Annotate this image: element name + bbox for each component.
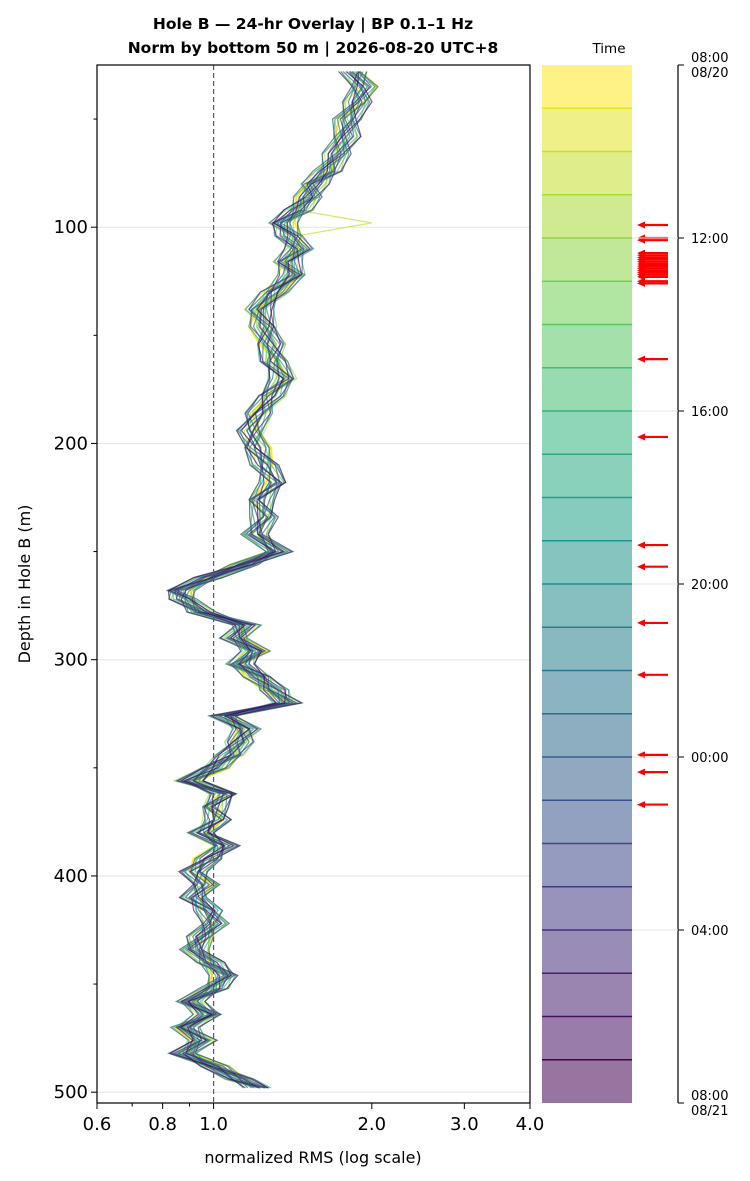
time-tick-label-line: 12:00	[691, 232, 728, 247]
time-tick-label: 08:00 08/21	[691, 1089, 728, 1119]
series-trace	[168, 71, 373, 1089]
colorbar-bin	[542, 713, 632, 757]
time-tick-label: 20:00	[691, 578, 728, 593]
x-axis-label: normalized RMS (log scale)	[204, 1148, 421, 1167]
colorbar-bin	[542, 281, 632, 325]
y-tick-label: 100	[54, 217, 88, 238]
x-tick-label: 3.0	[450, 1114, 479, 1135]
x-tick-label: 1.0	[199, 1114, 228, 1135]
grid-lines	[97, 226, 530, 1093]
colorbar-bin	[542, 151, 632, 195]
chart-title-line-2: Norm by bottom 50 m | 2026-08-20 UTC+8	[128, 39, 499, 58]
series-trace	[178, 71, 373, 1089]
event-arrow-head	[637, 541, 645, 549]
colorbar-bin	[542, 757, 632, 801]
plot-frame	[96, 64, 531, 1104]
colorbar-bin	[542, 973, 632, 1017]
x-tick-label: 2.0	[357, 1114, 386, 1135]
x-tick-label: 0.8	[148, 1114, 177, 1135]
colorbar-bin	[542, 930, 632, 974]
event-arrow-head	[637, 221, 645, 229]
event-arrow-head	[637, 671, 645, 679]
time-tick-label-line: 08/20	[691, 66, 728, 81]
colorbar-bin	[542, 454, 632, 498]
event-arrow-head	[637, 355, 645, 363]
time-tick-label: 04:00	[691, 924, 728, 939]
time-tick-label-line: 04:00	[691, 924, 728, 939]
event-arrow-head	[637, 279, 645, 287]
colorbar-bin	[542, 627, 632, 671]
colorbar-bin	[542, 367, 632, 411]
y-axis-label: Depth in Hole B (m)	[15, 505, 34, 664]
time-tick-label-line: 00:00	[691, 751, 728, 766]
series-trace	[175, 71, 371, 1089]
chart-title: Hole B — 24-hr Overlay | BP 0.1–1 Hz Nor…	[128, 15, 499, 58]
time-tick-label: 12:00	[691, 232, 728, 247]
time-tick-label-line: 08:00	[691, 1089, 728, 1104]
x-tick-label: 0.6	[83, 1114, 112, 1135]
time-tick-label: 08:00 08/20	[691, 51, 728, 81]
chart-title-line-1: Hole B — 24-hr Overlay | BP 0.1–1 Hz	[153, 15, 473, 34]
colorbar-bin	[542, 108, 632, 152]
series-trace	[167, 71, 362, 1089]
colorbar-bin	[542, 238, 632, 282]
colorbar-bin	[542, 497, 632, 541]
y-axis-ticks: 100 200 300 400 500	[54, 118, 97, 1103]
colorbar-bin	[542, 843, 632, 887]
colorbar-bin	[542, 584, 632, 628]
x-tick-label: 4.0	[516, 1114, 545, 1135]
series-trace	[175, 71, 367, 1089]
event-arrow-head	[637, 768, 645, 776]
event-markers	[637, 221, 668, 809]
y-tick-label: 200	[54, 433, 88, 454]
colorbar-bin	[542, 1059, 632, 1103]
time-tick-label-line: 08:00	[691, 51, 728, 66]
time-tick-label: 00:00	[691, 751, 728, 766]
colorbar-bin	[542, 886, 632, 930]
colorbar-ticks: 08:00 08/2012:0016:0020:0000:0004:0008:00…	[632, 51, 728, 1119]
colorbar-bin	[542, 540, 632, 584]
colorbar-bin	[542, 1016, 632, 1060]
time-tick-label-line: 16:00	[691, 405, 728, 420]
y-tick-label: 500	[54, 1082, 88, 1103]
colorbar	[542, 65, 632, 1103]
y-tick-label: 400	[54, 866, 88, 887]
x-axis-ticks: 0.6 0.8 1.0 2.0 3.0 4.0	[83, 1103, 545, 1135]
event-arrow-head	[637, 801, 645, 809]
event-arrow-head	[637, 619, 645, 627]
data-series	[165, 70, 380, 1089]
series-trace	[175, 71, 359, 1089]
time-tick-label-line: 08/21	[691, 1104, 728, 1119]
colorbar-bin	[542, 324, 632, 368]
series-trace	[173, 71, 368, 1089]
colorbar-bin	[542, 194, 632, 238]
colorbar-label: Time	[591, 41, 625, 57]
colorbar-bin	[542, 65, 632, 109]
time-tick-label: 16:00	[691, 405, 728, 420]
colorbar-bin	[542, 411, 632, 455]
event-arrow-head	[637, 563, 645, 571]
colorbar-bin	[542, 800, 632, 844]
time-tick-label-line: 20:00	[691, 578, 728, 593]
colorbar-bin	[542, 670, 632, 714]
y-tick-label: 300	[54, 650, 88, 671]
event-arrow-head	[637, 433, 645, 441]
